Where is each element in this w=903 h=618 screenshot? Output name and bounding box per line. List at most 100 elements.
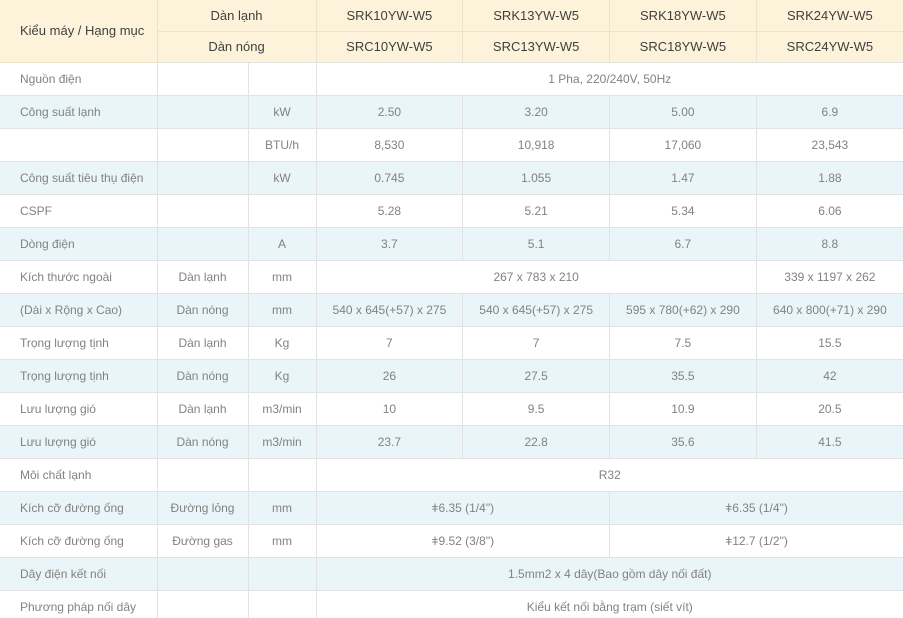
model-header-cell: SRK13YW-W5 <box>462 0 611 32</box>
row-sublabel-cell: Dàn lạnh <box>157 326 249 360</box>
value-cell: 23.7 <box>316 425 464 459</box>
value-cell: 8,530 <box>316 128 464 162</box>
value-cell: 26 <box>316 359 464 393</box>
row-unit-cell <box>248 62 317 96</box>
value-cell: ǂ12.7 (1/2") <box>609 524 903 558</box>
value-cell: 10,918 <box>462 128 611 162</box>
row-unit-cell: m3/min <box>248 392 317 426</box>
value-cell: 17,060 <box>609 128 757 162</box>
row-label-cell: Công suất lạnh <box>0 95 158 129</box>
model-header-cell: SRK24YW-W5 <box>756 0 903 32</box>
model-header-cell: SRC10YW-W5 <box>316 31 464 63</box>
row-label-cell <box>0 128 158 162</box>
row-sublabel-cell: Dàn nóng <box>157 425 249 459</box>
value-cell: 5.00 <box>609 95 757 129</box>
row-sublabel-cell <box>157 62 249 96</box>
table-row: (Dài x Rộng x Cao) Dàn nóng mm 540 x 645(+5… <box>0 293 903 327</box>
row-unit-cell: Kg <box>248 326 317 360</box>
row-label-cell: Môi chất lạnh <box>0 458 158 492</box>
value-cell: 6.7 <box>609 227 757 261</box>
value-cell: 595 x 780(+62) x 290 <box>609 293 757 327</box>
row-unit-cell <box>248 590 317 618</box>
row-unit-cell: BTU/h <box>248 128 317 162</box>
value-cell: 15.5 <box>756 326 903 360</box>
row-unit-cell: mm <box>248 293 317 327</box>
row-sublabel-cell <box>157 194 249 228</box>
row-label-cell: Trọng lượng tịnh <box>0 326 158 360</box>
model-header-cell: SRC13YW-W5 <box>462 31 611 63</box>
table-row: Kích cỡ đường ống Đường lỏng mm ǂ6.35 (1/4"… <box>0 491 903 525</box>
row-unit-cell: Kg <box>248 359 317 393</box>
header-row: Dàn nóng SRC10YW-W5 SRC13YW-W5 SRC18YW-W5 SR… <box>0 31 903 63</box>
row-label-cell: Kích cỡ đường ống <box>0 524 158 558</box>
model-header-cell: SRK18YW-W5 <box>609 0 757 32</box>
row-label-cell: Kích cỡ đường ống <box>0 491 158 525</box>
table-row: Công suất lạnh kW 2.50 3.20 5.00 6.9 <box>0 95 903 129</box>
row-sublabel-cell <box>157 458 249 492</box>
row-sublabel-cell: Đường gas <box>157 524 249 558</box>
table-row: BTU/h 8,530 10,918 17,060 23,543 <box>0 128 903 162</box>
value-cell: 42 <box>756 359 903 393</box>
value-cell: 540 x 645(+57) x 275 <box>316 293 464 327</box>
row-unit-cell: kW <box>248 161 317 195</box>
row-label-cell: Trọng lượng tịnh <box>0 359 158 393</box>
value-cell: 1.47 <box>609 161 757 195</box>
value-cell: ǂ6.35 (1/4") <box>609 491 903 525</box>
value-cell: 5.21 <box>462 194 611 228</box>
row-sublabel-cell <box>157 161 249 195</box>
value-cell: 267 x 783 x 210 <box>316 260 757 294</box>
row-unit-cell: mm <box>248 260 317 294</box>
value-cell: 6.9 <box>756 95 903 129</box>
table-row: Dây điện kết nối 1.5mm2 x 4 dây(Bao gồm d… <box>0 557 903 591</box>
value-cell: 7 <box>316 326 464 360</box>
value-cell: 22.8 <box>462 425 611 459</box>
value-cell: 640 x 800(+71) x 290 <box>756 293 903 327</box>
value-cell: 3.20 <box>462 95 611 129</box>
table-body: Nguồn điện 1 Pha, 220/240V, 50Hz Công suất… <box>0 62 903 618</box>
value-cell: 7 <box>462 326 611 360</box>
table-row: Lưu lượng gió Dàn nóng m3/min 23.7 22.8 35.6 4… <box>0 425 903 459</box>
value-cell: 2.50 <box>316 95 464 129</box>
value-cell: 1.88 <box>756 161 903 195</box>
row-label-cell: Dòng điện <box>0 227 158 261</box>
table-row: Công suất tiêu thụ điện kW 0.745 1.055 1.47 1… <box>0 161 903 195</box>
value-cell: 540 x 645(+57) x 275 <box>462 293 611 327</box>
row-sublabel-cell <box>157 95 249 129</box>
table-row: CSPF 5.28 5.21 5.34 6.06 <box>0 194 903 228</box>
value-cell: 8.8 <box>756 227 903 261</box>
value-cell: 5.1 <box>462 227 611 261</box>
value-cell: 5.34 <box>609 194 757 228</box>
model-header-cell: SRC18YW-W5 <box>609 31 757 63</box>
value-cell: 0.745 <box>316 161 464 195</box>
row-label-cell: Lưu lượng gió <box>0 425 158 459</box>
row-label-cell: Lưu lượng gió <box>0 392 158 426</box>
table-row: Phương pháp nối dây Kiểu kết nối bằng trạ… <box>0 590 903 618</box>
table-row: Trọng lượng tịnh Dàn lạnh Kg 7 7 7.5 15.5 <box>0 326 903 360</box>
row-unit-cell <box>248 194 317 228</box>
value-cell: ǂ6.35 (1/4") <box>316 491 611 525</box>
value-cell: Kiểu kết nối bằng trạm (siết vít) <box>316 590 903 618</box>
row-label-cell: Kích thước ngoài <box>0 260 158 294</box>
row-label-cell: Phương pháp nối dây <box>0 590 158 618</box>
row-sublabel-cell: Dàn lạnh <box>157 260 249 294</box>
row-label-cell: Công suất tiêu thụ điện <box>0 161 158 195</box>
table-row: Nguồn điện 1 Pha, 220/240V, 50Hz <box>0 62 903 96</box>
row-label-cell: Dây điện kết nối <box>0 557 158 591</box>
value-cell: 6.06 <box>756 194 903 228</box>
value-cell: 10.9 <box>609 392 757 426</box>
row-sublabel-cell: Dàn nóng <box>157 359 249 393</box>
value-cell: 10 <box>316 392 464 426</box>
row-unit-cell: m3/min <box>248 425 317 459</box>
value-cell: R32 <box>316 458 903 492</box>
row-unit-cell: A <box>248 227 317 261</box>
model-header-cell: SRK10YW-W5 <box>316 0 464 32</box>
row-unit-cell: mm <box>248 491 317 525</box>
value-cell: 27.5 <box>462 359 611 393</box>
row-sublabel-cell <box>157 227 249 261</box>
unit-group-header-cell: Dàn lạnh <box>157 0 317 32</box>
table-row: Kích cỡ đường ống Đường gas mm ǂ9.52 (3/8")… <box>0 524 903 558</box>
row-unit-cell: kW <box>248 95 317 129</box>
table-header: Kiểu máy / Hạng mục Dàn lạnh SRK10YW-W5 SRK… <box>0 0 903 63</box>
